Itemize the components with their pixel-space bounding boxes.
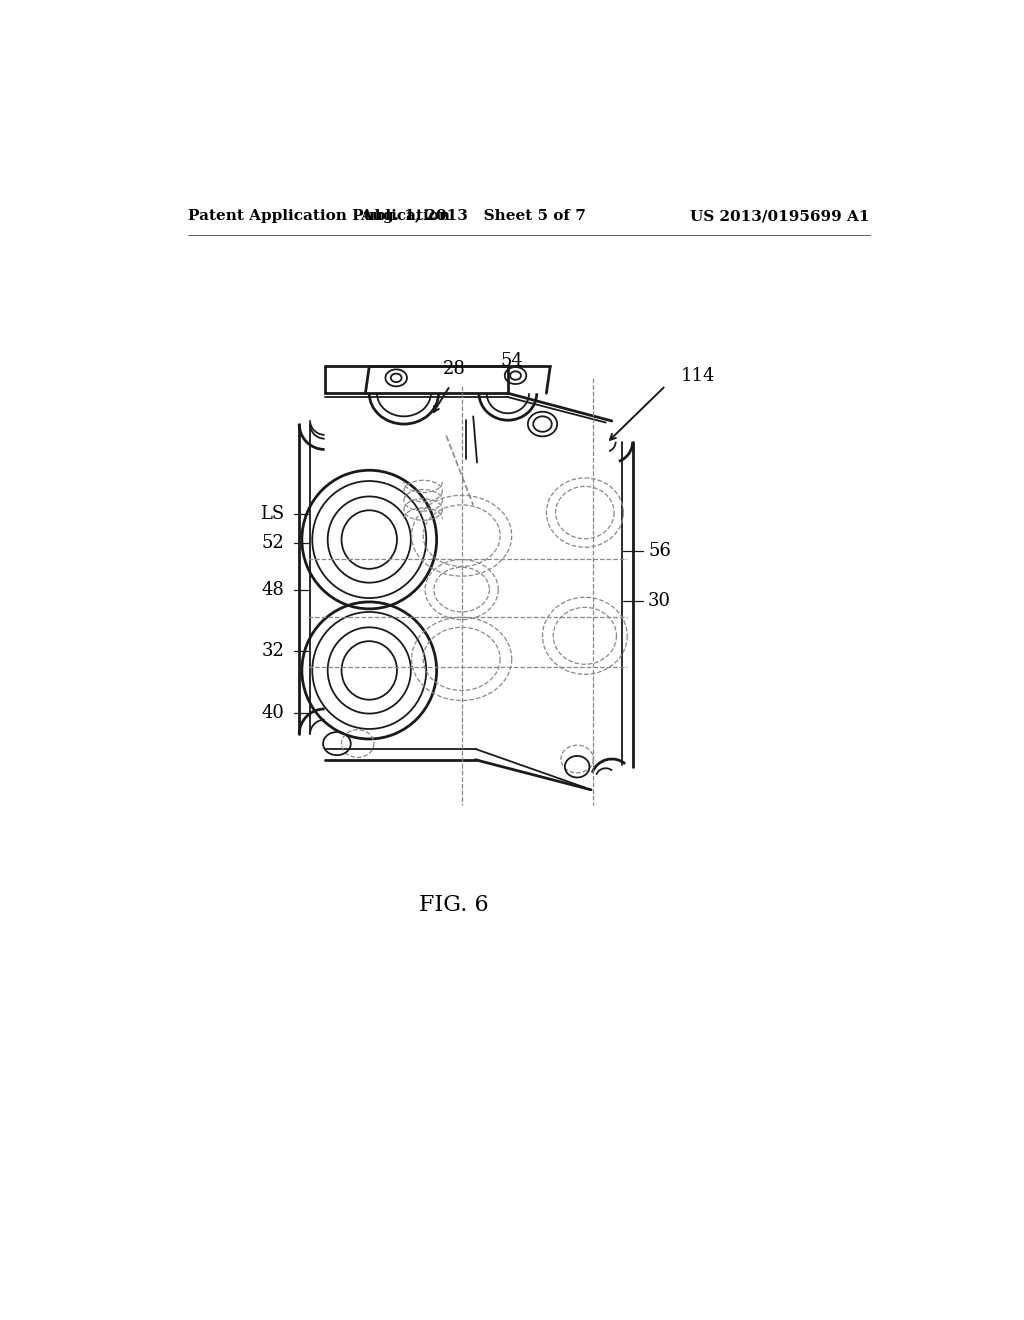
Text: LS: LS [260, 506, 285, 523]
Text: 52: 52 [262, 535, 285, 552]
Text: 56: 56 [648, 543, 671, 560]
Text: 114: 114 [681, 367, 716, 384]
Text: 30: 30 [648, 593, 671, 610]
Text: 48: 48 [262, 581, 285, 598]
Text: US 2013/0195699 A1: US 2013/0195699 A1 [690, 209, 869, 223]
Text: 54: 54 [500, 352, 523, 370]
Text: Patent Application Publication: Patent Application Publication [188, 209, 451, 223]
Text: 32: 32 [262, 643, 285, 660]
Text: Aug. 1, 2013   Sheet 5 of 7: Aug. 1, 2013 Sheet 5 of 7 [360, 209, 586, 223]
Text: 40: 40 [262, 704, 285, 722]
Text: FIG. 6: FIG. 6 [419, 895, 488, 916]
Text: 28: 28 [442, 360, 465, 378]
